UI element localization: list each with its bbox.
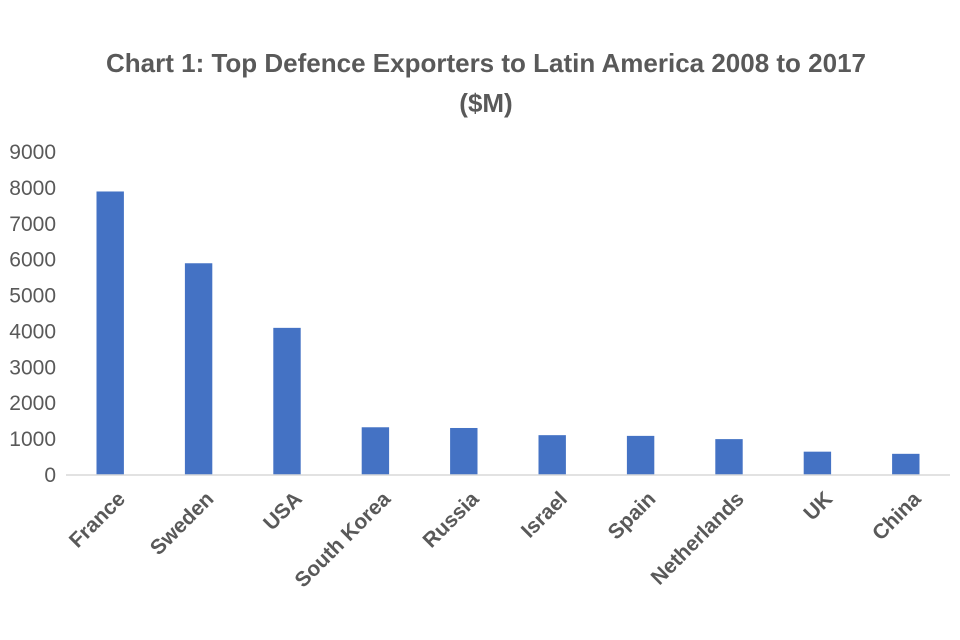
x-tick-label: Israel — [517, 487, 572, 542]
x-tick-label: South Korea — [291, 487, 396, 592]
bar-israel — [538, 435, 566, 475]
bar-china — [892, 453, 920, 475]
y-tick-label: 9000 — [9, 141, 56, 164]
y-tick-label: 4000 — [9, 320, 56, 343]
y-tick-label: 7000 — [9, 213, 56, 236]
x-tick-label: Sweden — [146, 487, 218, 559]
bar-netherlands — [715, 439, 743, 475]
y-tick-label: 2000 — [9, 392, 56, 415]
chart-title-line-2: ($M) — [459, 88, 512, 118]
x-tick-label: China — [868, 487, 926, 545]
bar-sweden — [184, 263, 213, 475]
bar-france — [96, 191, 124, 475]
y-tick-label: 3000 — [9, 356, 56, 379]
x-tick-label: France — [65, 487, 130, 552]
x-tick-label: Spain — [604, 487, 661, 544]
y-axis-tick-labels: 0 1000 2000 3000 4000 5000 6000 7000 8000 9000 — [9, 141, 56, 487]
bar-uk — [803, 451, 832, 475]
bar-series — [96, 191, 920, 475]
y-tick-label: 6000 — [9, 249, 56, 272]
y-tick-label: 1000 — [9, 428, 56, 451]
x-tick-label: Russia — [419, 487, 484, 552]
y-tick-label: 8000 — [9, 177, 56, 200]
bar-usa — [273, 327, 301, 475]
bar-spain — [626, 435, 655, 475]
y-tick-label: 5000 — [9, 285, 56, 308]
bar-south-korea — [361, 427, 390, 475]
bar-russia — [450, 427, 478, 475]
x-tick-label: USA — [259, 487, 307, 535]
x-tick-label: Netherlands — [647, 487, 749, 589]
y-tick-label: 0 — [44, 464, 56, 487]
chart-title-line-1: Chart 1: Top Defence Exporters to Latin … — [106, 48, 866, 78]
x-tick-label: UK — [799, 487, 837, 525]
